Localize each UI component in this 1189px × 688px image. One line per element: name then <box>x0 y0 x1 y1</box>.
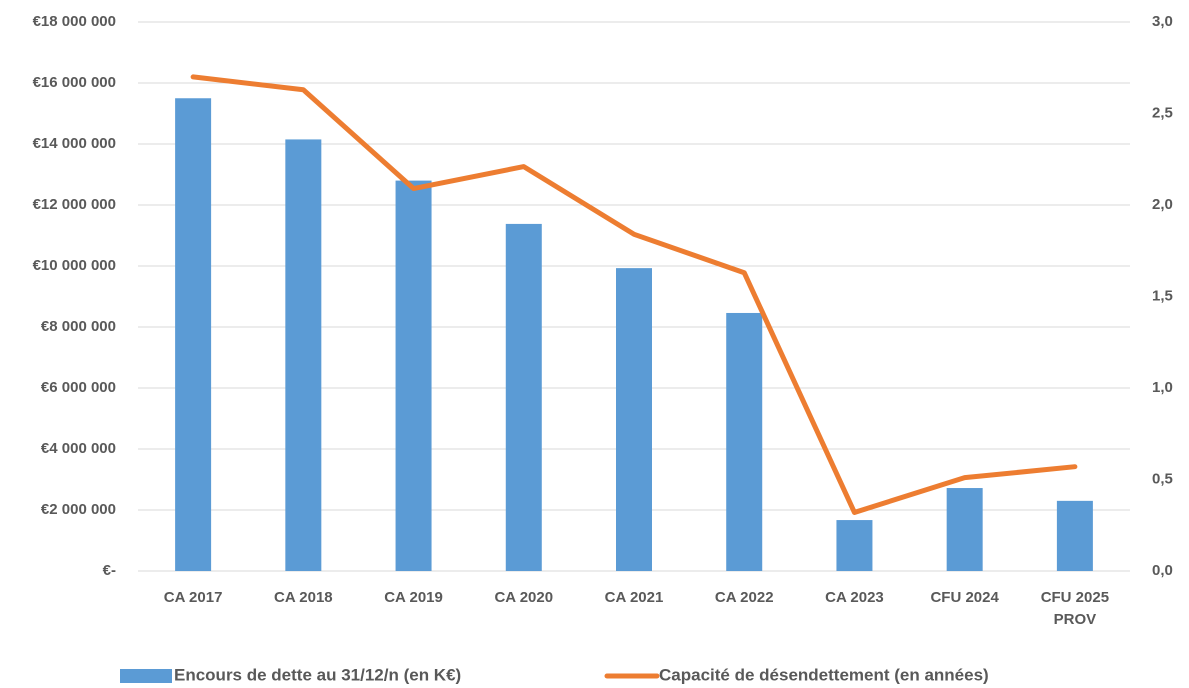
legend-swatch <box>120 669 172 683</box>
y2-tick-label: 2,5 <box>1152 104 1173 121</box>
x-tick-label: CFU 2025 PROV <box>1041 589 1109 628</box>
bar <box>505 223 542 571</box>
x-tick-label: CA 2020 <box>494 589 553 606</box>
line <box>190 74 1078 515</box>
y-tick-label: €6 000 000 <box>41 379 116 396</box>
y2-tick-label: 3,0 <box>1152 13 1173 30</box>
y-tick-label: €10 000 000 <box>33 257 116 274</box>
y2-tick-label: 2,0 <box>1152 196 1173 213</box>
bar <box>395 180 432 571</box>
bar <box>1056 500 1093 571</box>
bar <box>726 312 763 571</box>
legend-label: Encours de dette au 31/12/n (en K€) <box>174 665 461 684</box>
y2-tick-label: 1,0 <box>1152 379 1173 396</box>
y-tick-label: €14 000 000 <box>33 135 116 152</box>
y-tick-label: €18 000 000 <box>33 13 116 30</box>
y2-tick-label: 0,0 <box>1152 562 1173 579</box>
bar <box>285 139 322 572</box>
y2-tick-label: 1,5 <box>1152 287 1173 304</box>
bar <box>175 98 212 571</box>
x-tick-label: CA 2021 <box>605 589 664 606</box>
bar <box>616 268 652 571</box>
y-tick-label: €16 000 000 <box>33 74 116 91</box>
y-tick-label: €8 000 000 <box>41 318 116 335</box>
legend: Encours de dette au 31/12/n (en K€) Capac… <box>120 665 989 684</box>
x-tick-label: CA 2017 <box>164 589 223 606</box>
x-tick-label: CA 2022 <box>715 589 774 606</box>
y-tick-label: €2 000 000 <box>41 501 116 518</box>
bar <box>836 520 873 571</box>
y2-tick-label: 0,5 <box>1152 470 1173 487</box>
x-tick-label: CFU 2024 <box>930 589 999 606</box>
y-tick-label: €4 000 000 <box>41 440 116 457</box>
x-tick-label: CA 2023 <box>825 589 884 606</box>
y-tick-label: €- <box>103 562 116 579</box>
x-tick-label: CA 2019 <box>384 589 443 606</box>
bar <box>946 488 983 571</box>
y-tick-label: €12 000 000 <box>33 196 116 213</box>
x-tick-label: CA 2018 <box>274 589 333 606</box>
legend-label: Capacité de désendettement (en années) <box>659 665 989 684</box>
